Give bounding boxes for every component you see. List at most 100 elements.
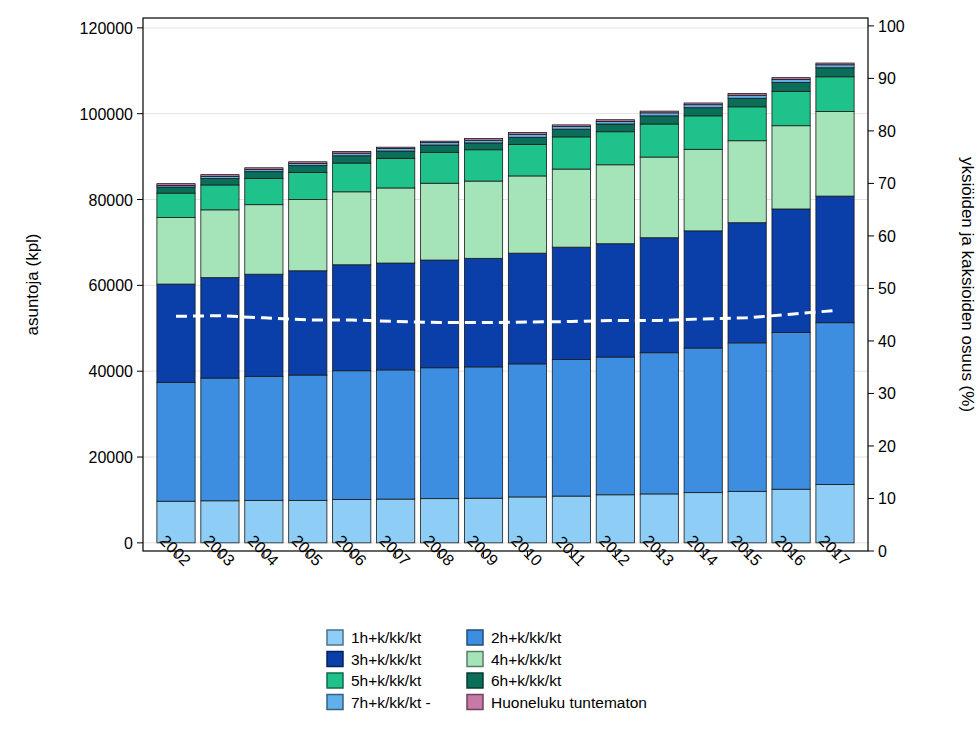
bar-segment	[508, 364, 546, 497]
legend-swatch	[327, 695, 343, 710]
bar-segment	[420, 145, 458, 152]
bar-segment	[816, 77, 854, 112]
bar-segment	[816, 68, 854, 77]
y2-axis-title: yksiöiden ja kaksioiden osuus (%)	[958, 157, 977, 412]
y-tick	[137, 371, 143, 372]
chart-container: 0200004000060000800001000001200000102030…	[0, 0, 980, 735]
bar-segment	[508, 145, 546, 176]
bar-segment	[245, 274, 283, 376]
y2-tick-label: 90	[878, 70, 896, 87]
bar-segment	[816, 323, 854, 485]
bar-segment	[640, 116, 678, 124]
bar-segment	[333, 500, 371, 543]
x-tick-label: 2003	[201, 532, 238, 569]
bar-segment	[640, 113, 678, 116]
bar-segment	[289, 162, 327, 164]
x-tick-label: 2007	[376, 532, 413, 569]
bar-segment	[552, 360, 590, 496]
bar-segment	[728, 94, 766, 96]
bar-segment	[640, 111, 678, 113]
bar-segment	[684, 348, 722, 493]
bar-segment	[684, 231, 722, 348]
y2-tick-label: 10	[878, 490, 896, 507]
legend-label: Huoneluku tuntematon	[491, 694, 647, 711]
bar-segment	[728, 223, 766, 343]
bar-segment	[684, 116, 722, 149]
bar-segment	[508, 253, 546, 364]
bar-segment	[333, 151, 371, 153]
bar-segment	[464, 181, 502, 258]
x-tick-label: 2009	[464, 532, 501, 569]
bar-segment	[333, 192, 371, 265]
bar-segment	[772, 126, 810, 209]
legend-swatch	[467, 630, 483, 645]
bar-segment	[552, 247, 590, 359]
bar-segment	[157, 501, 195, 543]
x-tick-label: 2011	[553, 533, 589, 569]
y2-tick-label: 70	[878, 175, 896, 192]
bar-segment	[772, 489, 810, 543]
bar-segment	[377, 370, 415, 499]
y-tick	[137, 113, 143, 114]
bar-segment	[816, 484, 854, 542]
bar-segment	[420, 152, 458, 183]
plot-frame	[143, 18, 868, 551]
legend-label: 7h+k/kk/kt -	[351, 694, 431, 711]
bar-segment	[684, 105, 722, 108]
bar-segment	[201, 185, 239, 210]
legend-label: 6h+k/kk/kt	[491, 672, 562, 689]
bar-segment	[728, 98, 766, 107]
bar-segment	[420, 141, 458, 142]
y2-tick	[868, 183, 874, 184]
y2-tick	[868, 288, 874, 289]
y2-tick-label: 30	[878, 385, 896, 402]
bar-segment	[333, 163, 371, 192]
y-tick	[137, 457, 143, 458]
legend-label: 4h+k/kk/kt	[491, 651, 562, 668]
legend-swatch	[467, 695, 483, 710]
bar-segment	[420, 368, 458, 499]
bar-segment	[640, 238, 678, 353]
legend-label: 1h+k/kk/kt	[351, 629, 422, 646]
bar-segment	[816, 65, 854, 68]
grid-line	[143, 27, 868, 28]
y2-tick	[868, 25, 874, 26]
bar-segment	[157, 193, 195, 217]
bar-segment	[157, 187, 195, 193]
bar-segment	[377, 158, 415, 188]
y2-tick	[868, 130, 874, 131]
bar-segment	[640, 494, 678, 543]
bar-segment	[245, 500, 283, 542]
bar-segment	[245, 168, 283, 170]
bar-segment	[596, 357, 634, 495]
share-line	[176, 310, 835, 322]
bar-segment	[464, 258, 502, 367]
bar-segment	[245, 179, 283, 205]
y2-tick-label: 50	[878, 280, 896, 297]
bar-segment	[464, 143, 502, 150]
bar-segment	[728, 343, 766, 491]
bar-segment	[684, 108, 722, 116]
x-tick-label: 2015	[728, 532, 765, 569]
bar-segment	[333, 156, 371, 163]
bar-segment	[728, 141, 766, 223]
y2-tick-label: 80	[878, 123, 896, 140]
bar-segment	[377, 147, 415, 148]
bar-segment	[464, 150, 502, 181]
legend-label: 5h+k/kk/kt	[351, 672, 422, 689]
bar-segment	[289, 166, 327, 173]
bar-segment	[596, 132, 634, 165]
legend-swatch	[467, 652, 483, 667]
bar-segment	[684, 103, 722, 105]
bar-segment	[772, 79, 810, 82]
x-tick-label: 2004	[245, 532, 282, 569]
bar-segment	[464, 498, 502, 543]
y2-tick-label: 40	[878, 333, 896, 350]
legend-label: 3h+k/kk/kt	[351, 651, 422, 668]
y2-tick-label: 100	[878, 18, 905, 35]
chart: 0200004000060000800001000001200000102030…	[0, 0, 980, 735]
x-tick-label: 2002	[157, 532, 194, 569]
legend-swatch	[327, 630, 343, 645]
bar-segment	[420, 183, 458, 260]
x-tick-label: 2010	[508, 532, 545, 569]
